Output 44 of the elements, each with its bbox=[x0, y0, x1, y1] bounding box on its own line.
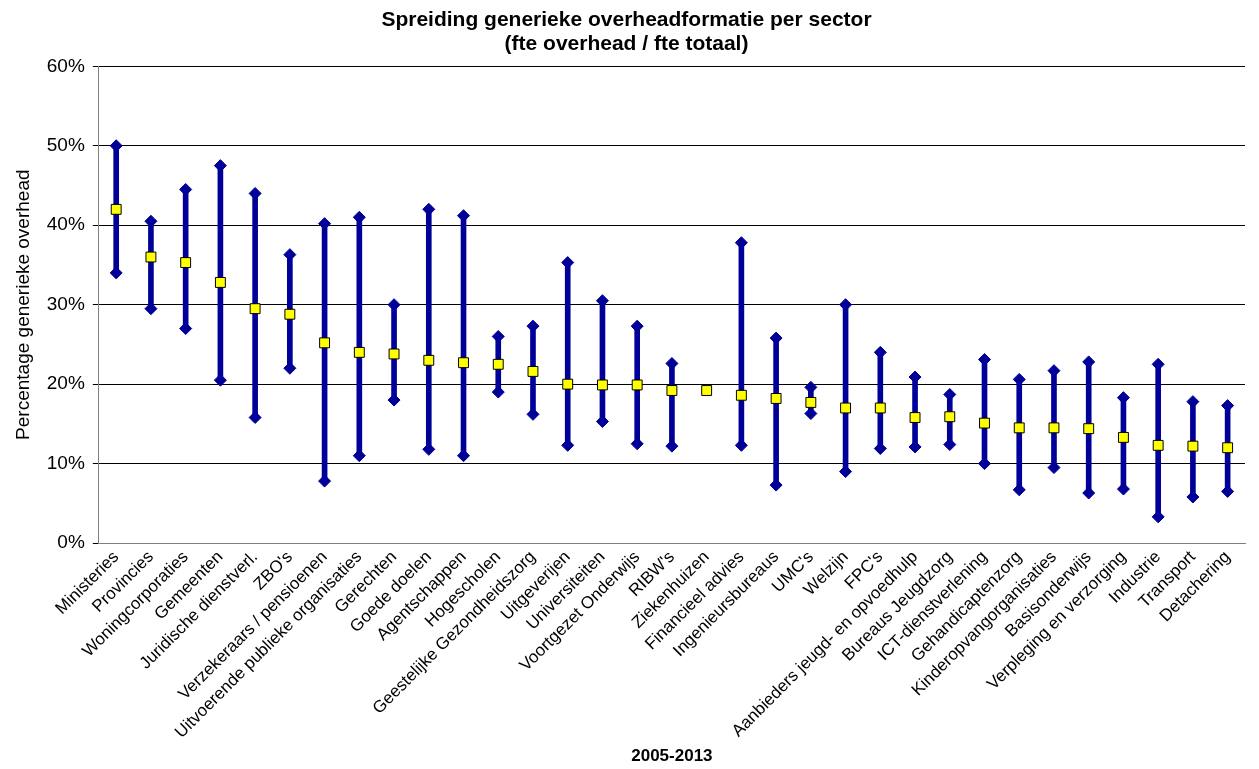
point bbox=[562, 378, 574, 390]
point bbox=[805, 396, 817, 408]
point bbox=[979, 417, 990, 429]
point bbox=[145, 251, 157, 263]
point bbox=[458, 357, 469, 369]
point bbox=[214, 276, 226, 288]
point bbox=[770, 393, 782, 404]
point bbox=[284, 308, 296, 320]
point bbox=[492, 358, 504, 370]
point bbox=[701, 385, 713, 396]
y-tick-label: 30% bbox=[46, 292, 85, 314]
point bbox=[180, 257, 192, 269]
point bbox=[944, 411, 956, 423]
point bbox=[735, 389, 747, 401]
y-tick-label: 10% bbox=[46, 451, 85, 473]
point bbox=[631, 379, 643, 391]
y-axis-title: Percentage generieke overhead bbox=[11, 169, 33, 440]
chart-subtitle: (fte overhead / fte totaal) bbox=[504, 31, 749, 55]
point bbox=[840, 402, 852, 414]
point bbox=[1048, 422, 1060, 434]
point bbox=[666, 385, 678, 396]
point bbox=[353, 346, 365, 358]
point bbox=[249, 303, 261, 315]
chart-title: Spreiding generieke overheadformatie per sector bbox=[381, 6, 872, 30]
point bbox=[909, 412, 921, 423]
y-tick-label: 40% bbox=[46, 213, 85, 235]
point bbox=[1013, 422, 1025, 434]
point bbox=[874, 402, 886, 414]
point bbox=[423, 354, 435, 366]
y-tick-label: 60% bbox=[46, 54, 85, 76]
point bbox=[1117, 431, 1129, 443]
point bbox=[1222, 442, 1234, 454]
y-tick-label: 50% bbox=[46, 134, 85, 155]
point bbox=[527, 365, 539, 377]
y-tick-label: 0% bbox=[57, 531, 85, 553]
point bbox=[110, 203, 122, 215]
point bbox=[1187, 440, 1199, 452]
point bbox=[1152, 439, 1164, 451]
point bbox=[597, 379, 608, 391]
point bbox=[1083, 423, 1095, 435]
y-tick-label: 20% bbox=[46, 372, 85, 394]
point bbox=[319, 337, 331, 349]
x-axis-title: 2005-2013 bbox=[631, 746, 713, 766]
point bbox=[388, 348, 400, 360]
